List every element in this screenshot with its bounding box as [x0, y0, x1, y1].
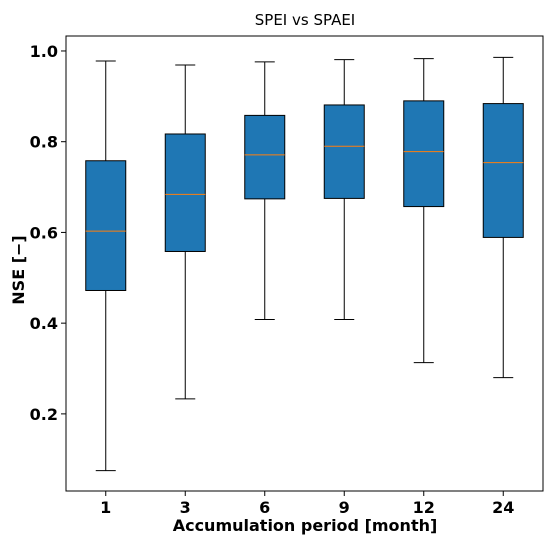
- x-tick-label: 6: [259, 498, 270, 517]
- box-9: [323, 59, 365, 321]
- box-1: [85, 60, 127, 472]
- box-6: [244, 61, 286, 321]
- y-tick-label: 0.2: [30, 405, 58, 424]
- box-body: [244, 114, 286, 200]
- y-tick-label: 0.4: [30, 314, 58, 333]
- x-tick-label: 24: [492, 498, 514, 517]
- box-12: [403, 58, 445, 364]
- plot-frame: [65, 35, 544, 492]
- box-body: [482, 103, 524, 238]
- y-tick-label: 0.6: [30, 223, 58, 242]
- x-tick-label: 1: [100, 498, 111, 517]
- y-axis-label: NSE [−]: [9, 235, 28, 304]
- box-24: [482, 56, 524, 379]
- box-3: [164, 64, 206, 400]
- y-tick-label: 1.0: [30, 42, 58, 61]
- x-axis-label: Accumulation period [month]: [173, 516, 438, 535]
- x-tick-label: 9: [339, 498, 350, 517]
- plot-area: 1 3 6 9 12 24 0.2 0.4 0.6 0.8 1.0: [30, 35, 544, 517]
- x-tick-label: 3: [180, 498, 191, 517]
- box-body: [85, 160, 127, 291]
- chart-title: SPEI vs SPAEI: [255, 11, 355, 29]
- box-body: [164, 133, 206, 252]
- y-tick-label: 0.8: [30, 133, 58, 152]
- box-body: [323, 104, 365, 199]
- x-tick-label: 12: [413, 498, 435, 517]
- box-body: [403, 100, 445, 208]
